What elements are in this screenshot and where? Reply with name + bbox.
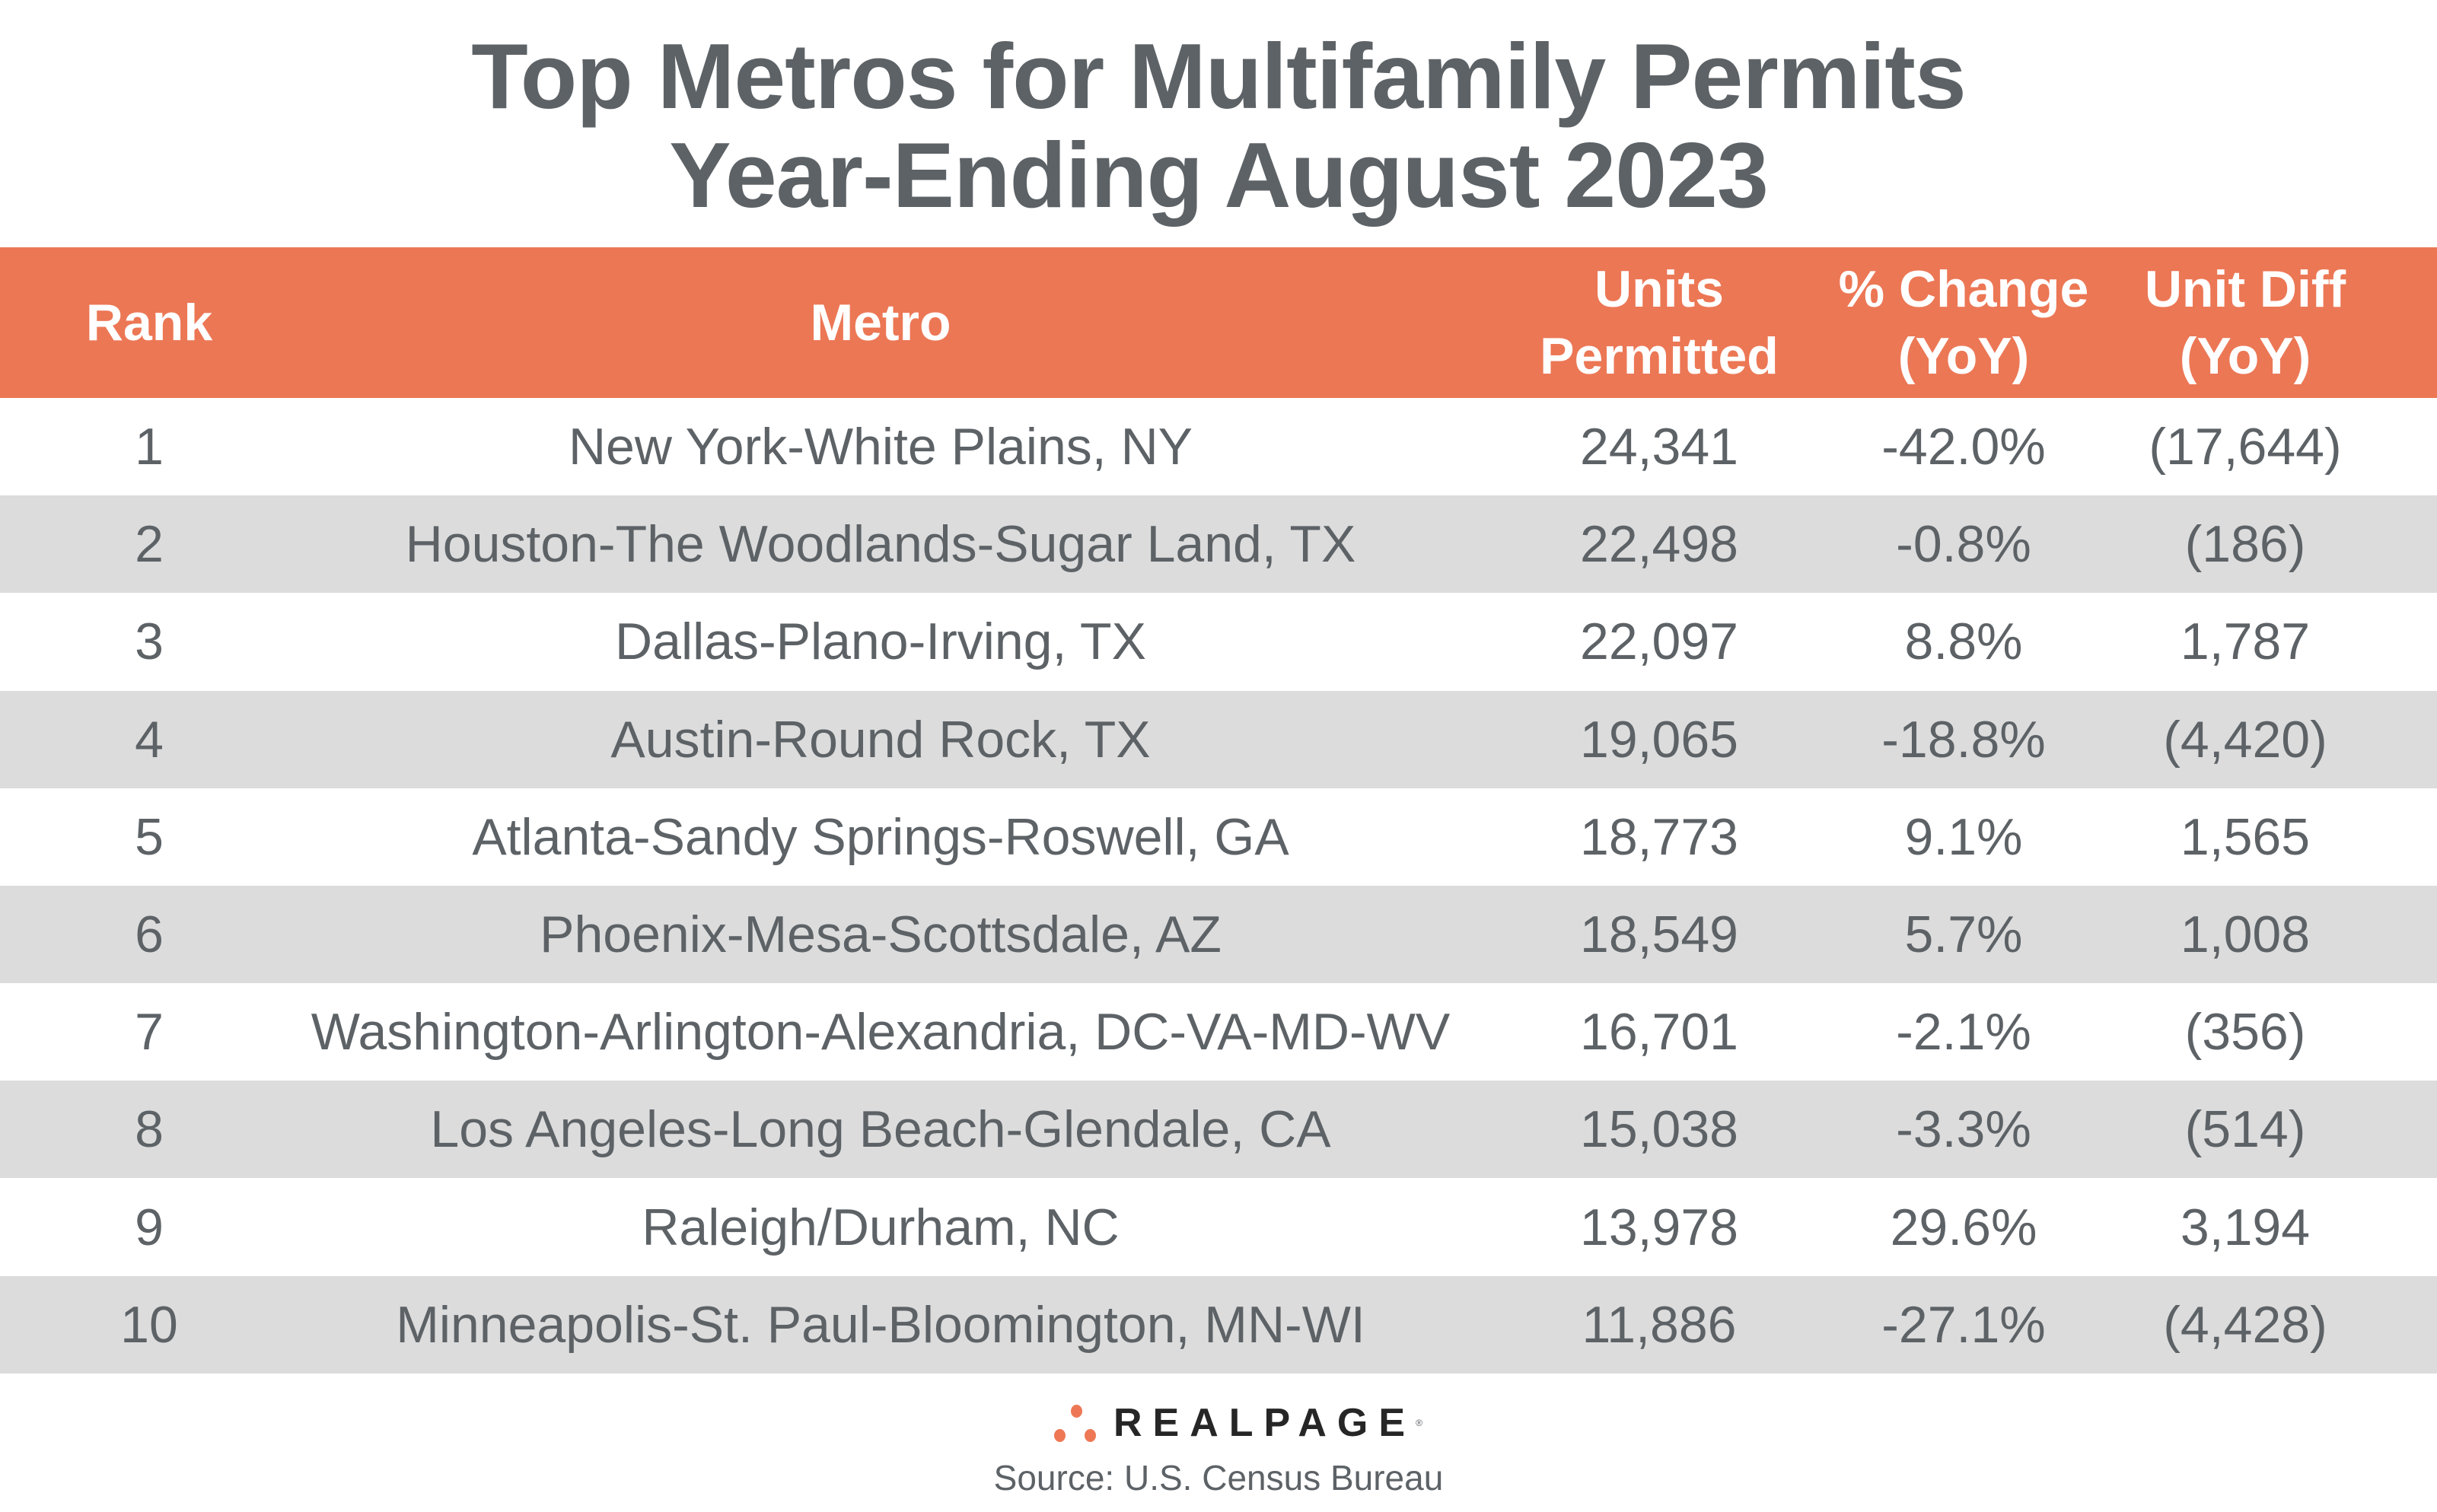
table-row: 10 Minneapolis-St. Paul-Bloomington, MN-W… xyxy=(0,1275,2437,1374)
column-header-text: Units xyxy=(1594,260,1724,318)
cell-metro: Dallas-Plano-Irving, TX xyxy=(615,613,1146,671)
cell-units-permitted: 18,773 xyxy=(1580,807,1738,866)
cell-unit-diff: (17,644) xyxy=(2149,418,2342,476)
cell-rank: 4 xyxy=(135,710,164,769)
table-row: 5 Atlanta-Sandy Springs-Roswell, GA 18,773… xyxy=(0,788,2437,886)
cell-units-permitted: 24,341 xyxy=(1580,418,1738,476)
cell-units-permitted: 19,065 xyxy=(1580,710,1738,769)
title-line-1: Top Metros for Multifamily Permits xyxy=(471,24,1966,128)
column-header-metro: Metro xyxy=(228,247,1533,398)
table-row: 4 Austin-Round Rock, TX 19,065 -18.8% (4,420… xyxy=(0,690,2437,788)
cell-rank: 6 xyxy=(135,906,164,963)
cell-unit-diff: (186) xyxy=(2184,515,2306,574)
cell-metro: Phoenix-Mesa-Scottsdale, AZ xyxy=(540,906,1222,963)
cell-metro: New York-White Plains, NY xyxy=(568,418,1193,476)
cell-metro: Minneapolis-St. Paul-Bloomington, MN-WI xyxy=(396,1295,1365,1354)
cell-rank: 9 xyxy=(135,1198,164,1256)
table-row: 6 Phoenix-Mesa-Scottsdale, AZ 18,549 5.7% 1,… xyxy=(0,886,2437,983)
table-header: Rank Metro Units Permitted% Change (YoY) Unit… xyxy=(0,247,2437,398)
column-header-pct-change: % Change (YoY) xyxy=(1827,247,2101,398)
cell-unit-diff: (4,428) xyxy=(2163,1295,2327,1354)
cell-unit-diff: 1,008 xyxy=(2180,906,2311,963)
cell-rank: 8 xyxy=(135,1100,164,1159)
cell-unit-diff: 1,565 xyxy=(2180,807,2311,866)
table-row: 2 Houston-The Woodlands-Sugar Land, TX 22,… xyxy=(0,495,2437,594)
cell-metro: Atlanta-Sandy Springs-Roswell, GA xyxy=(472,807,1289,866)
cell-rank: 1 xyxy=(135,418,164,476)
cell-pct-change: -42.0% xyxy=(1881,418,2046,476)
cell-rank: 2 xyxy=(135,515,164,574)
column-header-text: (YoY) xyxy=(2179,327,2311,385)
cell-metro: Austin-Round Rock, TX xyxy=(610,710,1151,769)
cell-units-permitted: 11,886 xyxy=(1582,1295,1737,1354)
column-header-units-permitted: Units Permitted xyxy=(1537,247,1781,398)
cell-unit-diff: 3,194 xyxy=(2180,1198,2311,1256)
source-note: Source: U.S. Census Bureau xyxy=(993,1458,1444,1498)
cell-rank: 5 xyxy=(135,807,164,866)
table-row: 3 Dallas-Plano-Irving, TX 22,097 8.8% 1,787 xyxy=(0,593,2437,690)
cell-pct-change: -0.8% xyxy=(1896,515,2031,574)
cell-units-permitted: 15,038 xyxy=(1580,1100,1738,1159)
cell-pct-change: -2.1% xyxy=(1896,1003,2031,1062)
table-row: 9 Raleigh/Durham, NC 13,978 29.6% 3,194 xyxy=(0,1179,2437,1276)
cell-unit-diff: (356) xyxy=(2184,1003,2306,1062)
cell-unit-diff: (514) xyxy=(2184,1100,2306,1159)
cell-rank: 7 xyxy=(135,1003,164,1062)
cell-pct-change: -18.8% xyxy=(1881,710,2046,769)
cell-metro: Houston-The Woodlands-Sugar Land, TX xyxy=(405,515,1356,574)
cell-unit-diff: 1,787 xyxy=(2180,613,2311,671)
table-row: 7 Washington-Arlington-Alexandria, DC-VA-… xyxy=(0,983,2437,1081)
cell-units-permitted: 22,498 xyxy=(1580,515,1738,574)
column-header-text: Permitted xyxy=(1540,327,1779,385)
cell-pct-change: -27.1% xyxy=(1881,1295,2046,1354)
table-row: 1 New York-White Plains, NY 24,341 -42.0% (1… xyxy=(0,398,2437,495)
cell-units-permitted: 16,701 xyxy=(1580,1003,1738,1062)
cell-rank: 10 xyxy=(120,1295,178,1354)
cell-metro: Los Angeles-Long Beach-Glendale, CA xyxy=(430,1100,1331,1159)
realpage-logo: REALPAGE ® xyxy=(1054,1393,1422,1453)
logo-dots-icon xyxy=(1054,1400,1100,1446)
cell-unit-diff: (4,420) xyxy=(2163,710,2327,769)
cell-units-permitted: 22,097 xyxy=(1580,613,1738,671)
column-header-text: Rank xyxy=(85,294,213,352)
column-header-unit-diff: Unit Diff (YoY) xyxy=(2101,247,2390,398)
column-header-text: Metro xyxy=(810,294,951,352)
cell-units-permitted: 18,549 xyxy=(1580,906,1738,963)
column-header-text: (YoY) xyxy=(1897,327,2030,385)
cell-units-permitted: 13,978 xyxy=(1580,1198,1738,1256)
column-header-text: % Change xyxy=(1838,260,2089,318)
cell-pct-change: -3.3% xyxy=(1896,1100,2031,1159)
logo-text: REALPAGE xyxy=(1113,1401,1416,1445)
table-row: 8 Los Angeles-Long Beach-Glendale, CA 15,0… xyxy=(0,1081,2437,1179)
column-header-rank: Rank xyxy=(73,247,225,398)
cell-metro: Washington-Arlington-Alexandria, DC-VA-M… xyxy=(311,1003,1451,1062)
cell-rank: 3 xyxy=(135,613,164,671)
column-header-text: Unit Diff xyxy=(2144,260,2346,318)
cell-pct-change: 5.7% xyxy=(1904,906,2023,963)
registered-mark: ® xyxy=(1416,1418,1422,1428)
cell-pct-change: 29.6% xyxy=(1890,1198,2037,1256)
cell-pct-change: 8.8% xyxy=(1904,613,2023,671)
cell-metro: Raleigh/Durham, NC xyxy=(642,1198,1120,1256)
cell-pct-change: 9.1% xyxy=(1904,807,2023,866)
title-line-2: Year-Ending August 2023 xyxy=(669,123,1769,227)
